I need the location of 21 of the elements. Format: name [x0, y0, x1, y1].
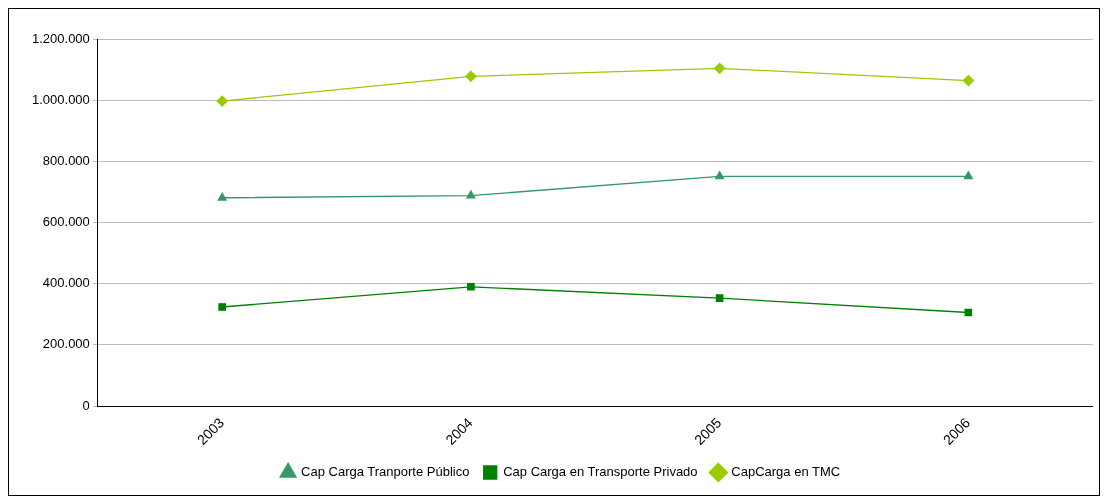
point — [963, 171, 973, 180]
y-tick-label: 800.000 — [42, 152, 90, 168]
point — [466, 190, 476, 199]
y-tick-label: 1.000.000 — [31, 91, 90, 107]
legend-label: CapCarga en TMC — [731, 464, 841, 480]
y-tick-label: 600.000 — [42, 214, 90, 230]
y-tick-label: 1.200.000 — [31, 30, 90, 46]
point — [216, 95, 228, 107]
legend-label: Cap Carga Tranporte Público — [301, 464, 470, 480]
point — [217, 192, 227, 201]
y-tick-label: 0 — [82, 397, 90, 413]
point — [715, 294, 724, 302]
y-tick-label: 400.000 — [42, 275, 90, 291]
point — [467, 282, 475, 291]
point — [715, 171, 725, 180]
point — [962, 74, 974, 87]
point — [465, 70, 477, 82]
legend-label: Cap Carga en Transporte Privado — [503, 464, 698, 480]
point — [713, 62, 726, 75]
point — [218, 303, 227, 311]
y-tick-label: 200.000 — [42, 336, 90, 352]
